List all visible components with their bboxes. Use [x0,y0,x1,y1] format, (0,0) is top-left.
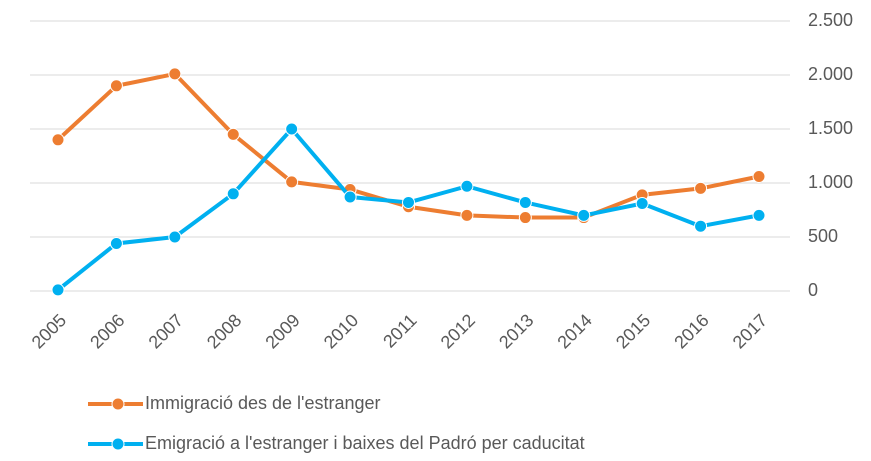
data-point [109,236,123,250]
data-point [577,208,591,222]
data-point [168,67,182,81]
data-point [51,133,65,147]
data-point [402,195,415,209]
data-point [635,197,649,211]
x-tick-label: 2015 [612,310,654,352]
x-tick-label: 2009 [261,310,303,352]
data-point [51,283,65,297]
data-point [518,211,532,225]
x-tick-label: 2010 [320,310,362,352]
y-tick-label: 2.500 [808,10,853,30]
legend-marker [111,437,125,451]
y-tick-label: 500 [808,226,838,246]
legend-label: Emigració a l'estranger i baixes del Pad… [145,433,585,453]
data-point [694,181,708,195]
data-point [694,219,708,233]
data-point [460,208,474,222]
data-point [343,190,357,204]
data-point [518,195,532,209]
data-point [109,79,123,93]
data-point [168,230,182,244]
y-tick-label: 2.000 [808,64,853,84]
x-tick-label: 2014 [553,310,595,352]
y-tick-label: 1.500 [808,118,853,138]
x-tick-label: 2012 [437,310,479,352]
data-point [226,127,240,141]
data-point [752,208,766,222]
x-tick-label: 2007 [145,310,187,352]
legend-marker [111,397,125,411]
y-tick-label: 0 [808,280,818,300]
data-point [752,170,766,184]
x-tick-label: 2005 [28,310,70,352]
x-tick-label: 2011 [379,310,421,352]
x-tick-label: 2016 [670,310,712,352]
legend-label: Immigració des de l'estranger [145,393,381,413]
data-point [285,122,299,136]
data-point [460,179,474,193]
x-tick-label: 2017 [729,310,771,352]
x-tick-label: 2008 [203,310,245,352]
x-tick-label: 2013 [495,310,537,352]
data-point [226,187,240,201]
x-tick-label: 2006 [86,310,128,352]
data-point [285,175,299,189]
y-tick-label: 1.000 [808,172,853,192]
